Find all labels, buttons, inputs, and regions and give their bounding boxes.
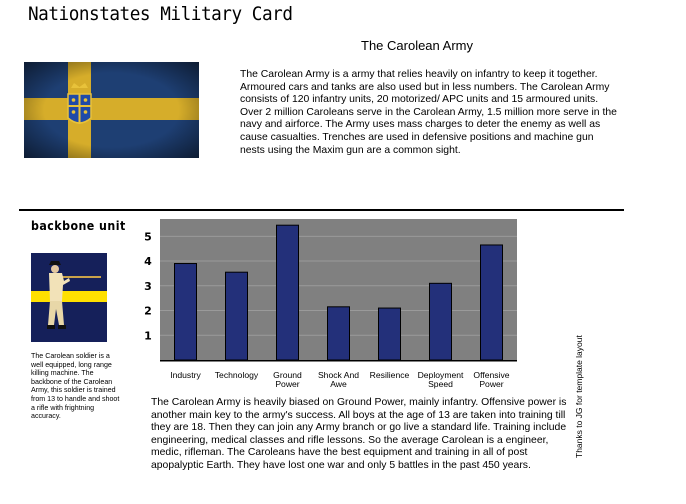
soldier-stripe	[31, 291, 107, 302]
army-intro-text: The Carolean Army is a army that relies …	[240, 69, 617, 156]
bar-deployment-speed	[429, 282, 452, 361]
x-tick-label: Ground	[273, 370, 302, 380]
coat-of-arms-icon	[67, 83, 92, 124]
x-tick-label: Speed	[428, 379, 453, 389]
x-tick-label: Power	[479, 379, 503, 389]
y-tick-label: 5	[144, 230, 152, 243]
x-tick-label: Shock And	[318, 370, 359, 380]
army-summary-text: The Carolean Army is heavily biased on G…	[151, 397, 567, 471]
y-tick-label: 1	[144, 329, 152, 342]
card-title: Nationstates Military Card	[28, 3, 293, 25]
bar-technology	[225, 271, 248, 361]
x-tick-label: Technology	[215, 370, 259, 380]
x-tick-label: Resilience	[370, 370, 410, 380]
x-tick-label: Deployment	[418, 370, 464, 380]
bar-offensive-power	[480, 244, 503, 361]
flag-shading	[24, 62, 199, 158]
army-name: The Carolean Army	[361, 38, 473, 53]
soldier-figure-icon	[47, 261, 101, 329]
bar-resilience	[378, 307, 401, 361]
y-tick-label: 2	[144, 305, 152, 318]
section-divider	[19, 209, 624, 211]
x-tick-label: Awe	[330, 379, 347, 389]
x-tick-label: Offensive	[473, 370, 509, 380]
y-tick-label: 4	[144, 255, 152, 268]
template-credit: Thanks to JG for template layout	[574, 335, 584, 458]
soldier-description: The Carolean soldier is a well equipped,…	[31, 352, 120, 421]
bar-shock-and-awe	[327, 306, 350, 361]
soldier-image	[31, 253, 107, 342]
y-tick-label: 3	[144, 280, 152, 293]
backbone-unit-label: backbone unit	[31, 219, 126, 233]
bar-ground-power	[276, 224, 299, 361]
x-tick-label: Industry	[170, 370, 201, 380]
x-tick-label: Power	[275, 379, 299, 389]
swedish-flag-image	[24, 62, 199, 158]
bar-industry	[174, 263, 197, 361]
